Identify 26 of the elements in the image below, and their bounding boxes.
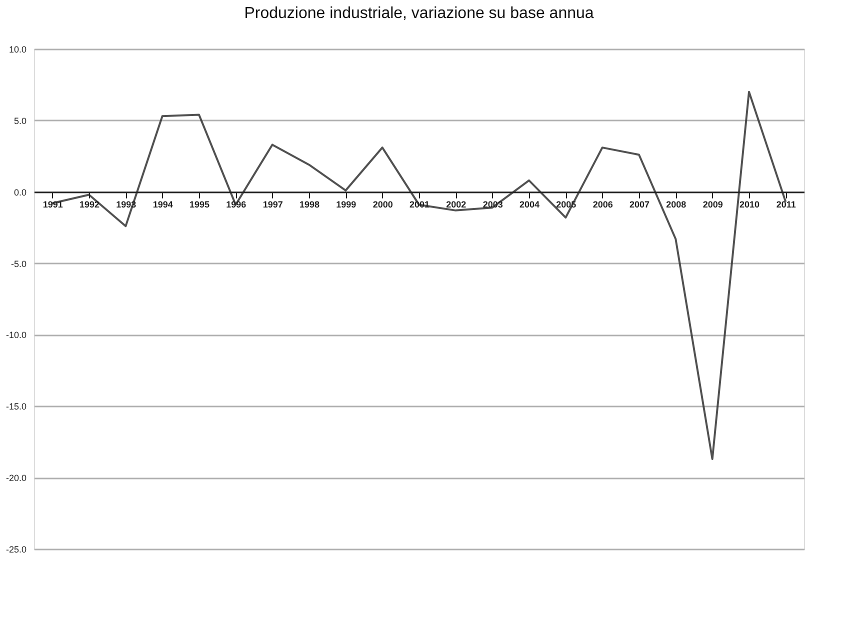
x-tick-label: 2004: [519, 199, 540, 210]
x-tick-label: 2011: [776, 199, 796, 210]
y-tick-label: -5.0: [10, 258, 26, 269]
x-tick-label: 2007: [629, 199, 650, 210]
x-tick-label: 2010: [739, 199, 760, 210]
x-tick-label: 1994: [152, 199, 173, 210]
y-tick-label: -25.0: [6, 544, 26, 554]
x-tick-label: 2000: [372, 199, 393, 210]
y-tick-label: -15.0: [6, 402, 26, 412]
y-tick-label: -20.0: [6, 473, 26, 484]
y-tick-label: -10.0: [6, 330, 26, 340]
x-tick-label: 1997: [262, 199, 283, 210]
x-tick-label: 2002: [446, 199, 466, 210]
x-tick-label: 1995: [189, 199, 210, 210]
chart-title: Produzione industriale, variazione su base annua: [244, 5, 594, 22]
x-tick-label: 1992: [79, 199, 100, 210]
x-tick-label: 1999: [336, 199, 356, 210]
x-tick-label: 1996: [226, 199, 246, 210]
x-tick-label: 2009: [702, 199, 723, 210]
x-tick-label: 1998: [299, 199, 320, 210]
y-tick-label: 5.0: [14, 116, 26, 126]
x-tick-label: 1991: [42, 199, 63, 210]
x-tick-label: 2006: [592, 199, 613, 210]
y-tick-label: 0.0: [14, 187, 26, 198]
y-tick-label: 10.0: [8, 44, 26, 54]
x-tick-label: 2008: [666, 199, 686, 210]
